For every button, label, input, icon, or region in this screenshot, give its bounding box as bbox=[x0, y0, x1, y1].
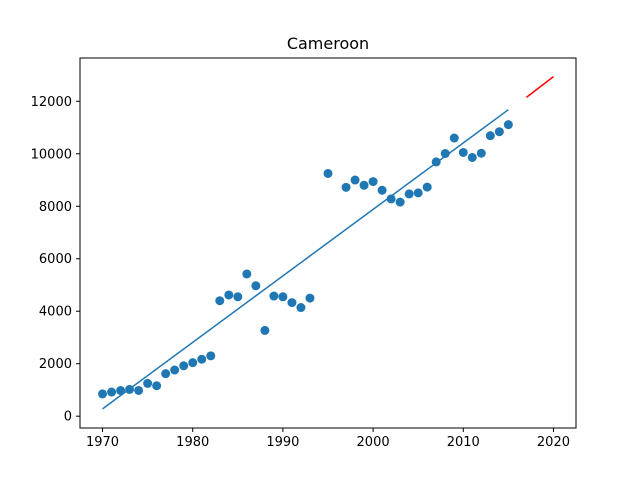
fit-line bbox=[102, 109, 509, 410]
scatter-point bbox=[188, 358, 198, 368]
y-axis: 0 2000 4000 6000 8000 10000 12000 bbox=[31, 95, 80, 425]
scatter-point bbox=[179, 361, 189, 371]
scatter-point bbox=[206, 351, 216, 361]
y-tick-label: 0 bbox=[64, 410, 72, 425]
scatter-point bbox=[485, 131, 495, 141]
scatter-point bbox=[233, 292, 243, 302]
scatter-point bbox=[269, 291, 279, 301]
scatter-point bbox=[287, 298, 297, 308]
scatter-point bbox=[377, 185, 387, 195]
scatter-point bbox=[476, 148, 486, 158]
scatter-point bbox=[116, 385, 126, 395]
scatter-point bbox=[431, 157, 441, 167]
scatter-point bbox=[386, 194, 396, 204]
y-tick-label: 2000 bbox=[39, 357, 72, 372]
y-tick-label: 8000 bbox=[39, 200, 72, 215]
scatter-point bbox=[197, 354, 207, 364]
scatter-point bbox=[143, 378, 153, 388]
scatter-point bbox=[368, 177, 378, 187]
x-tick-label: 1970 bbox=[86, 435, 119, 450]
scatter-point bbox=[458, 147, 468, 157]
scatter-point bbox=[161, 369, 171, 379]
scatter-point bbox=[359, 180, 369, 190]
scatter-point bbox=[413, 188, 423, 198]
scatter-point bbox=[350, 175, 360, 185]
plot-area bbox=[98, 76, 554, 410]
scatter-point bbox=[494, 127, 504, 137]
scatter-point bbox=[395, 197, 405, 207]
scatter-point bbox=[422, 182, 432, 192]
scatter-point bbox=[323, 168, 333, 178]
y-tick-label: 12000 bbox=[31, 95, 72, 110]
chart-title: Cameroon bbox=[287, 34, 369, 53]
scatter-point bbox=[215, 296, 225, 306]
scatter-point bbox=[152, 381, 162, 391]
x-tick-label: 2020 bbox=[537, 435, 570, 450]
scatter-point bbox=[251, 281, 261, 291]
x-tick-label: 1990 bbox=[266, 435, 299, 450]
scatter-point bbox=[125, 384, 135, 394]
x-tick-label: 2000 bbox=[357, 435, 390, 450]
y-tick-label: 10000 bbox=[31, 147, 72, 162]
scatter-point bbox=[98, 389, 108, 399]
scatter-point bbox=[404, 189, 414, 199]
x-tick-label: 1980 bbox=[176, 435, 209, 450]
scatter-point bbox=[170, 365, 180, 375]
scatter-point bbox=[341, 182, 351, 192]
scatter-point bbox=[260, 325, 270, 335]
axes-frame bbox=[79, 57, 577, 429]
scatter-point bbox=[503, 120, 513, 130]
scatter-point bbox=[467, 152, 477, 162]
scatter-point bbox=[305, 293, 315, 303]
scatter-point bbox=[107, 387, 117, 397]
scatter-point bbox=[134, 385, 144, 395]
scatter-point bbox=[296, 303, 306, 313]
y-tick-label: 6000 bbox=[39, 252, 72, 267]
x-axis: 1970 1980 1990 2000 2010 2020 bbox=[86, 428, 570, 450]
scatter-point bbox=[278, 292, 288, 302]
scatter-point bbox=[242, 269, 252, 279]
x-tick-label: 2010 bbox=[447, 435, 480, 450]
scatter-point bbox=[440, 149, 450, 159]
projection-line bbox=[525, 76, 554, 98]
y-tick-label: 4000 bbox=[39, 305, 72, 320]
scatter-point bbox=[449, 133, 459, 143]
scatter-point bbox=[224, 290, 234, 300]
